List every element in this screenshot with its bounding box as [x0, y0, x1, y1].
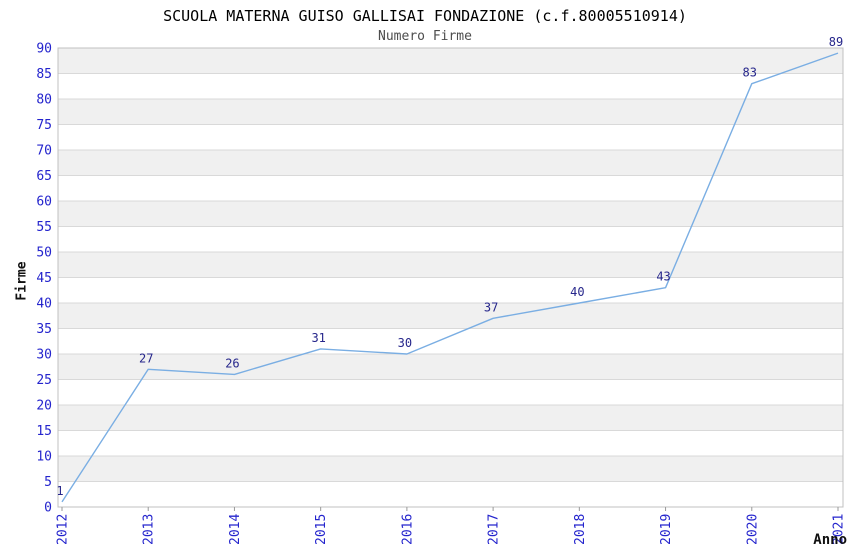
y-tick-label: 30: [36, 348, 52, 363]
data-label: 27: [139, 351, 153, 365]
x-tick-label: 2017: [487, 514, 502, 545]
x-tick-label: 2015: [314, 514, 329, 545]
grid-band: [58, 405, 843, 431]
y-tick-label: 90: [36, 42, 52, 57]
y-tick-label: 35: [36, 322, 52, 337]
y-tick-label: 60: [36, 195, 52, 210]
y-tick-label: 40: [36, 297, 52, 312]
y-tick-label: 25: [36, 373, 52, 388]
grid-band: [58, 201, 843, 227]
y-tick-label: 70: [36, 144, 52, 159]
x-tick-label: 2020: [745, 514, 760, 545]
x-tick-label: 2014: [228, 514, 243, 545]
x-tick-label: 2019: [659, 514, 674, 545]
chart-subtitle: Numero Firme: [378, 29, 472, 44]
y-tick-label: 75: [36, 118, 52, 133]
data-label: 31: [311, 331, 325, 345]
y-tick-label: 85: [36, 67, 52, 82]
y-tick-label: 45: [36, 271, 52, 286]
data-label: 1: [56, 484, 63, 498]
x-axis-label: Anno: [813, 532, 847, 548]
x-tick-label: 2021: [832, 514, 847, 545]
y-tick-label: 65: [36, 169, 52, 184]
line-series: [61, 52, 839, 503]
grid-band: [58, 456, 843, 482]
grid-band: [58, 150, 843, 176]
grid-band: [58, 303, 843, 329]
grid-band: [58, 354, 843, 380]
chart-title: SCUOLA MATERNA GUISO GALLISAI FONDAZIONE…: [163, 7, 687, 25]
y-tick-label: 50: [36, 246, 52, 261]
x-tick-label: 2012: [56, 514, 71, 545]
y-tick-label: 0: [44, 501, 52, 516]
y-tick-label: 80: [36, 93, 52, 108]
data-label: 89: [829, 35, 843, 49]
y-axis-label: Firme: [14, 261, 30, 301]
x-tick-label: 2016: [400, 514, 415, 545]
data-label: 83: [743, 66, 757, 80]
y-tick-label: 20: [36, 399, 52, 414]
y-tick-label: 15: [36, 424, 52, 439]
x-tick-label: 2018: [573, 514, 588, 545]
y-tick-label: 5: [44, 475, 52, 490]
data-label: 37: [484, 300, 498, 314]
data-label: 26: [225, 356, 239, 370]
plot-border: [57, 47, 844, 508]
grid-band: [58, 48, 843, 74]
data-label: 43: [656, 270, 670, 284]
data-label: 30: [398, 336, 412, 350]
x-tick-label: 2013: [142, 514, 157, 545]
y-tick-label: 55: [36, 220, 52, 235]
grid-band: [58, 252, 843, 278]
y-tick-label: 10: [36, 450, 52, 465]
grid-band: [58, 99, 843, 125]
data-label: 40: [570, 285, 584, 299]
